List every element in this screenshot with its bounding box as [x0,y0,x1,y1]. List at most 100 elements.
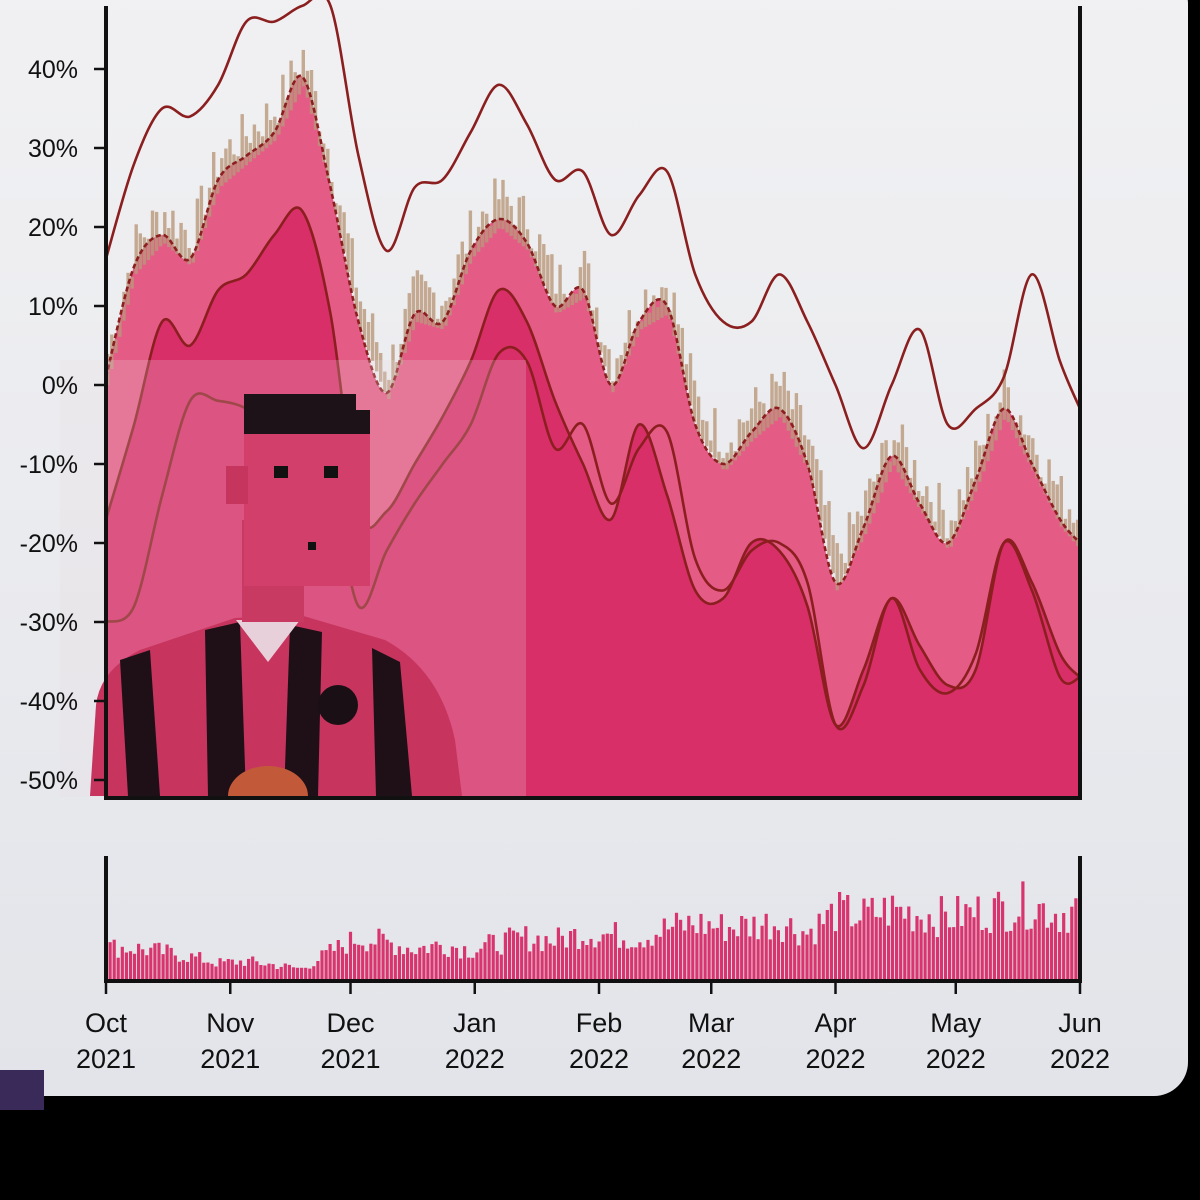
noise-bar [774,381,778,421]
noise-bar [163,212,167,244]
noise-bar [929,502,933,525]
noise-bar [203,214,208,229]
volume-bar [858,920,862,980]
noise-bar [949,520,953,547]
volume-bar [976,896,980,980]
volume-bar [259,965,263,980]
volume-bar [238,960,243,980]
noise-bar [941,509,945,543]
avatar-ear [226,466,248,504]
volume-bar [727,927,732,980]
x-tick-month: Jan [453,1008,497,1038]
volume-bar [454,947,459,980]
noise-bar [154,211,159,251]
volume-bar [198,952,202,980]
noise-bar [864,490,868,534]
volume-bar [255,961,259,980]
volume-bar [442,954,446,980]
volume-bar [707,921,711,980]
volume-bar [471,957,475,980]
volume-bar [956,896,960,980]
y-axis: 40% 30% 20% 10% 0% -10% -20% -30% -40% -50% [20,56,106,795]
noise-bar [656,307,660,321]
volume-bar [646,939,650,980]
shirt-stripes [120,622,412,796]
volume-bar [218,958,222,980]
volume-bar [821,924,825,980]
volume-bar [401,954,406,980]
noise-bar [725,452,729,470]
volume-bar [1066,932,1070,980]
volume-bar [980,930,984,980]
volume-bar [825,910,829,980]
volume-bar [1058,932,1062,980]
volume-bar [348,931,353,980]
noise-bar [171,210,175,251]
volume-bar [776,930,780,980]
volume-bar [287,964,291,980]
volume-bar [328,944,332,980]
noise-bar [680,327,684,371]
volume-bar [536,935,540,980]
noise-bar [737,419,742,456]
noise-bar [692,380,697,423]
volume-bar [450,946,454,980]
noise-bar [379,353,383,382]
noise-bar [961,500,966,520]
volume-bar [1033,919,1037,980]
volume-bar [243,965,247,980]
noise-bar [383,371,387,392]
volume-bar [878,917,882,980]
noise-bar [782,371,786,423]
noise-bar [480,211,485,248]
noise-bar [1022,434,1027,455]
volume-bar [687,915,691,980]
noise-bar [1051,480,1055,511]
volume-bar [674,912,679,980]
noise-bar [643,289,648,327]
noise-bar [350,238,354,292]
noise-bar [264,103,269,148]
volume-bar [336,940,340,980]
noise-bar [289,60,293,111]
volume-bar [214,966,218,980]
noise-bar [472,248,477,257]
noise-bar [953,520,958,538]
noise-bar [452,278,456,306]
noise-bar [150,210,155,256]
noise-bar [619,355,623,374]
volume-bar [870,897,874,980]
volume-bar [581,941,585,980]
volume-bar [1029,928,1033,980]
volume-bar [173,955,177,980]
volume-bar [210,963,214,980]
volume-bar [120,946,124,980]
volume-bar [882,897,886,980]
noise-bar [566,297,570,308]
noise-bar [998,402,1002,431]
noise-bar [464,253,468,275]
noise-bar [1002,369,1006,420]
volume-bar [324,950,328,980]
noise-bar [623,342,627,365]
volume-bar [679,919,683,980]
volume-bar [446,956,450,980]
volume-bar [1045,927,1049,980]
noise-bar [550,254,554,304]
noise-bar [142,237,147,265]
volume-bar [732,929,736,980]
volume-bar [862,898,866,980]
noise-bar [468,210,473,264]
volume-bar [304,967,308,980]
volume-bar [377,928,381,980]
volume-bar [935,937,939,980]
volume-bar [320,950,324,980]
noise-bar [199,185,204,240]
volume-bar [736,936,740,980]
volume-bar [357,944,361,980]
volume-bar [124,952,128,980]
volume-bar [691,925,695,980]
volume-bar [234,964,238,980]
volume-bar [434,941,438,980]
volume-bar [593,947,597,980]
